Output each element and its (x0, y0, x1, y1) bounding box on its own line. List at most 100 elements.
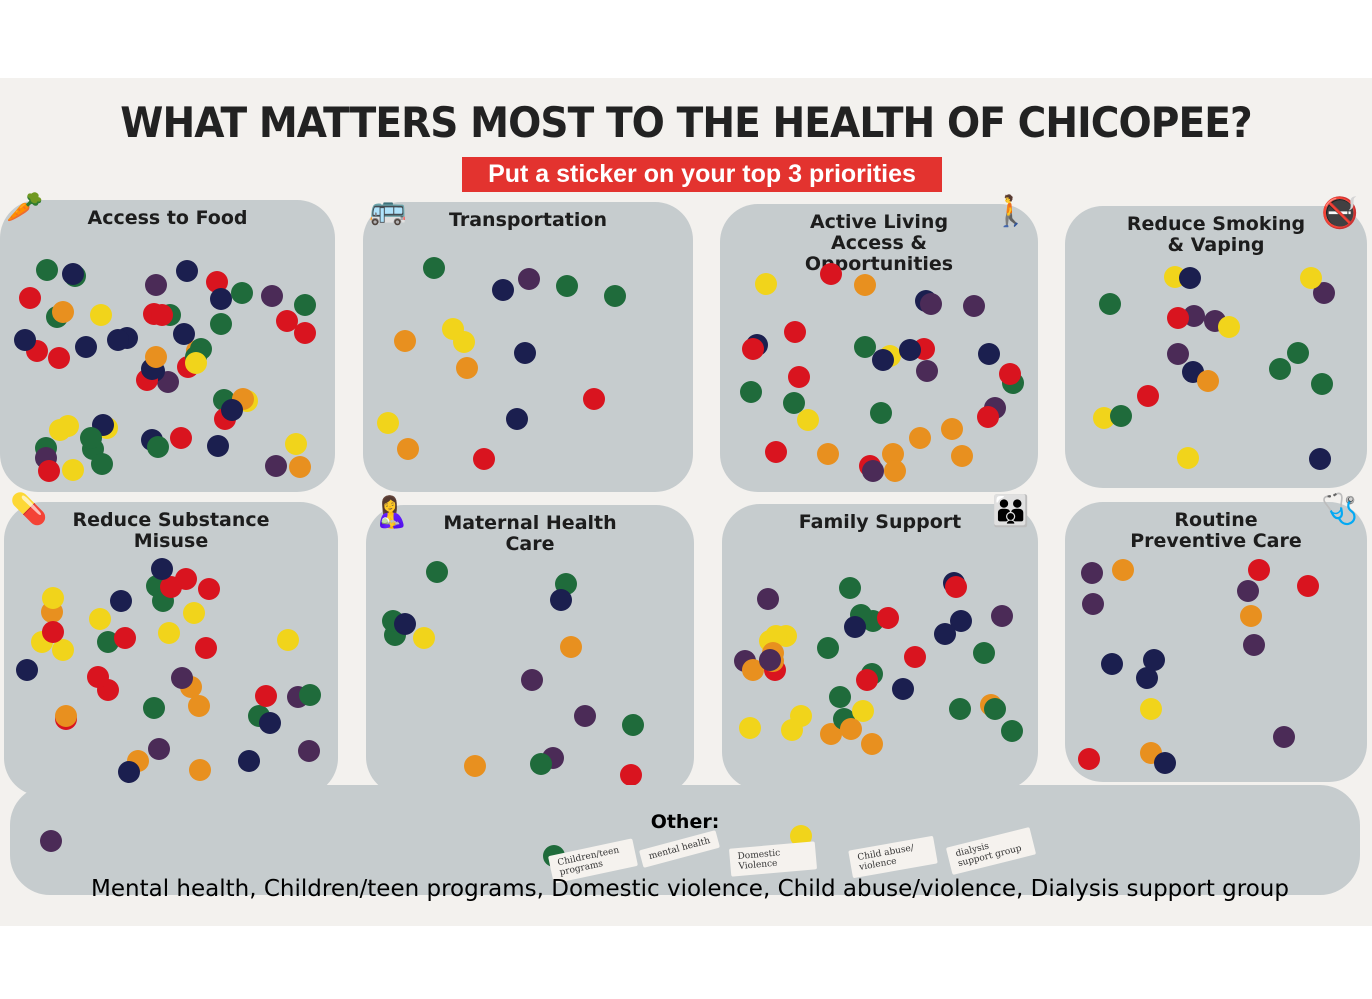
sticker-dot (298, 739, 321, 762)
sticker-dot (856, 669, 879, 692)
sticker-dot (90, 452, 113, 475)
sticker-dot (582, 388, 605, 411)
sticker-dot (260, 285, 283, 308)
handwritten-note: dialysis support group (945, 827, 1037, 875)
sticker-dot (1080, 561, 1103, 584)
panel-title: Reduce Substance Misuse (72, 509, 270, 552)
sticker-dot (175, 259, 198, 282)
sticker-dot (89, 303, 112, 326)
sticker-dot (518, 267, 541, 290)
sticker-dot (838, 577, 861, 600)
sticker-dot (231, 282, 254, 305)
other-label: Other: (650, 811, 720, 833)
sticker-dot (1287, 342, 1310, 365)
sticker-dot (1297, 575, 1320, 598)
panel-title: Family Support (798, 511, 962, 533)
sticker-dot (898, 339, 921, 362)
sticker-dot (170, 426, 193, 449)
panel-title: Access to Food (87, 207, 248, 229)
sticker-dot (75, 336, 98, 359)
sticker-dot (394, 612, 417, 635)
sticker-dot (1312, 281, 1335, 304)
sticker-dot (472, 447, 495, 470)
sticker-dot (276, 309, 299, 332)
sticker-dot (521, 669, 544, 692)
sticker-dot (829, 685, 852, 708)
sticker-dot (144, 345, 167, 368)
sticker-dot (41, 620, 64, 643)
sticker-dot (422, 257, 445, 280)
sticker-dot (973, 642, 996, 665)
pill-bottle-icon: 💊 (10, 493, 48, 526)
sticker-dot (114, 627, 137, 650)
panel-title: Active Living Access & Opportunities (804, 211, 954, 275)
sticker-dot (52, 638, 75, 661)
sticker-dot (47, 346, 70, 369)
sticker-dot (1243, 634, 1265, 657)
sticker-dot (1309, 447, 1332, 470)
sticker-dot (14, 329, 37, 352)
sticker-dot (892, 677, 915, 700)
sticker-dot (171, 667, 194, 690)
food-icon: 🥕 (6, 191, 44, 224)
sticker-dot (298, 684, 321, 707)
sticker-dot (1248, 558, 1271, 581)
priority-panel: Family Support 👪 (722, 495, 1038, 790)
sticker-dot (143, 697, 166, 720)
sticker-dot (1092, 407, 1115, 430)
sticker-dot (110, 590, 133, 613)
panel-title: Routine Preventive Care (1130, 509, 1302, 552)
sticker-dot (819, 263, 842, 286)
sticker-dot (796, 409, 819, 432)
sticker-dot (144, 273, 167, 296)
sticker-dot (1081, 592, 1104, 615)
sticker-dot (426, 560, 449, 583)
sticker-dot (1183, 304, 1206, 327)
sticker-dot (1268, 357, 1291, 380)
sticker-dot (949, 610, 972, 633)
sticker-dot (258, 712, 281, 735)
sticker-dot (940, 417, 963, 440)
sticker-dot (237, 750, 260, 773)
sticker-dot (397, 437, 420, 460)
priority-panel: Active Living Access & Opportunities 🚶 (720, 195, 1038, 492)
sticker-dot (413, 626, 436, 649)
sticker-dot (861, 460, 884, 483)
sticker-dot (52, 301, 75, 324)
sticker-dot (150, 557, 173, 580)
priority-panel: Reduce Smoking & Vaping 🚭 (1065, 197, 1367, 488)
sticker-dot (962, 295, 985, 318)
sticker-dot (1099, 293, 1122, 316)
sticker-dot (148, 737, 171, 760)
sticker-dot (756, 587, 779, 610)
sticker-dot (157, 621, 180, 644)
priority-panel: Access to Food 🥕 (0, 191, 335, 492)
sticker-dot (117, 761, 140, 784)
sticker-dot (945, 575, 968, 598)
sticker-dot (54, 705, 77, 728)
sticker-dot (555, 274, 578, 297)
poster-subtitle: Put a sticker on your top 3 priorities (462, 157, 942, 192)
sticker-dot (740, 380, 763, 403)
sticker-dot (549, 589, 572, 612)
sticker-dot (491, 279, 514, 302)
sticker-dot (978, 343, 1001, 366)
sticker-dot (1240, 605, 1263, 628)
handwritten-note: Domestic Violence (728, 841, 818, 877)
sticker-dot (852, 699, 875, 722)
sticker-dot (456, 357, 479, 380)
sticker-dot (871, 349, 894, 372)
sticker-dot (160, 576, 183, 599)
sticker-dot (870, 401, 893, 424)
sticker-dot (62, 459, 85, 482)
sticker-dot (1299, 266, 1322, 289)
sticker-dot (1000, 719, 1023, 742)
sticker-dot (206, 435, 229, 457)
poster-title: WHAT MATTERS MOST TO THE HEALTH OF CHICO… (120, 98, 1252, 147)
sticker-dot (574, 704, 597, 727)
sticker-dot (738, 717, 761, 740)
sticker-dot (908, 427, 931, 450)
sticker-dot (1217, 315, 1240, 338)
sticker-dot (1167, 343, 1190, 366)
priority-panel: Reduce Substance Misuse 💊 (4, 493, 338, 796)
